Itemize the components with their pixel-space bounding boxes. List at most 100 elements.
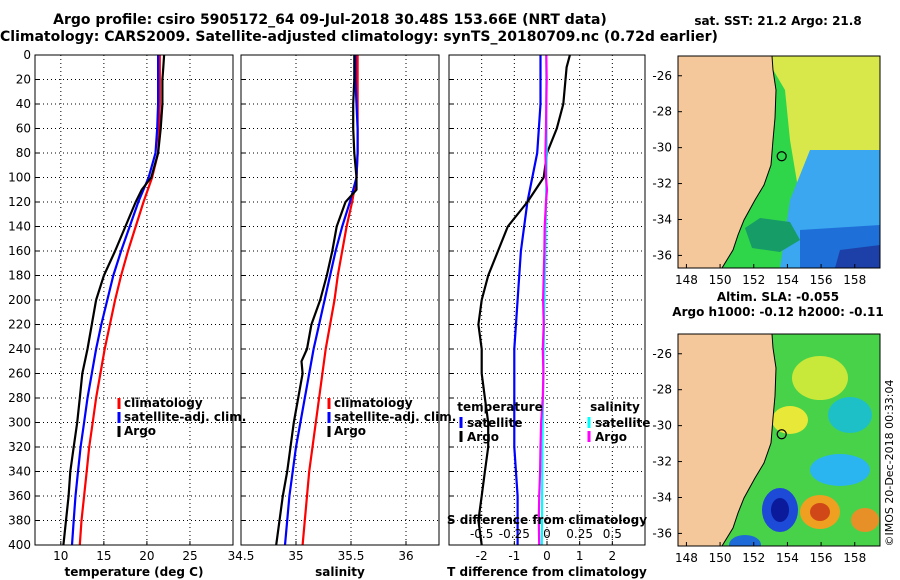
legend-label: climatology	[124, 396, 203, 410]
sst-map-coldest-region	[835, 245, 880, 268]
depth-tick-label: 60	[16, 122, 31, 136]
depth-tick-label: 0	[23, 48, 31, 62]
x-tick-label: -2	[476, 549, 488, 563]
depth-tick-label: 120	[8, 195, 31, 209]
x-tick-label: -1	[508, 549, 520, 563]
series-satellite-adj-clim-	[70, 55, 160, 546]
depth-tick-label: 160	[8, 244, 31, 258]
depth-tick-label: 320	[8, 440, 31, 454]
depth-tick-label: 340	[8, 465, 31, 479]
series-argo	[62, 54, 166, 546]
sla-map-axes: 148 150 152 154 156 158 -26 -28 -30 -32 -34 -36	[652, 333, 881, 565]
x-tick-label: 2	[609, 549, 617, 563]
sla-map-high-anomaly	[851, 508, 879, 532]
s-tick-label: 0.25	[566, 527, 593, 541]
legend-label: Argo	[467, 430, 499, 444]
argo-position-marker	[776, 429, 787, 440]
depth-tick-label: 300	[8, 416, 31, 430]
legend-label: climatology	[334, 396, 413, 410]
difference-profile-panel: -2 -1 0 1 2 T difference from climatology S di…	[447, 54, 650, 579]
sla-map-low-anomaly	[810, 454, 870, 486]
s-tick-label: -0.25	[499, 527, 530, 541]
sla-map-title-line2: Argo h1000: -0.12 h2000: -0.11	[672, 305, 884, 319]
map-y-tick-label: -26	[652, 69, 672, 83]
series-satellite-adj-clim-	[283, 55, 359, 546]
x-tick-label: 35.5	[338, 549, 365, 563]
map-x-tick-label: 152	[742, 273, 765, 287]
map-x-tick-label: 154	[776, 273, 799, 287]
plot-frame	[34, 54, 234, 546]
credit-text: ©IMOS 20-Dec-2018 00:33:04	[883, 380, 896, 547]
x-tick-label: 36	[398, 549, 413, 563]
legend-label: satellite	[467, 416, 522, 430]
sla-map-low-anomaly	[729, 535, 761, 546]
depth-tick-label: 100	[8, 171, 31, 185]
figure-title-line2: Climatology: CARS2009. Satellite-adjuste…	[0, 29, 718, 45]
map-x-tick-label: 150	[709, 273, 732, 287]
legend-label: Argo	[334, 424, 366, 438]
depth-tick-label: 220	[8, 318, 31, 332]
x-axis-label: T difference from climatology	[447, 565, 647, 579]
s-tick-label: 0	[543, 527, 551, 541]
map-y-tick-label: -36	[652, 526, 672, 540]
x-axis-label: temperature (deg C)	[65, 565, 204, 579]
x-tick-label: 10	[53, 549, 68, 563]
sst-map	[678, 56, 880, 268]
sla-map-high-anomaly	[792, 356, 848, 400]
depth-tick-label: 400	[8, 538, 31, 552]
map-y-tick-label: -34	[652, 490, 672, 504]
map-frame	[677, 333, 881, 547]
s-tick-label: 0.5	[603, 527, 622, 541]
series-argo	[275, 55, 358, 546]
map-y-tick-label: -32	[652, 455, 672, 469]
map-y-tick-label: -28	[652, 383, 672, 397]
depth-tick-label: 260	[8, 367, 31, 381]
depth-tick-label: 40	[16, 97, 31, 111]
depth-tick-label: 80	[16, 146, 31, 160]
depth-tick-label: 240	[8, 342, 31, 356]
map-x-tick-label: 156	[810, 551, 833, 565]
sla-map	[678, 334, 880, 546]
sst-map-land	[678, 56, 777, 268]
legend-label: satellite	[595, 416, 650, 430]
sla-map-low-anomaly-core	[771, 498, 789, 522]
x-tick-label: 15	[96, 549, 111, 563]
argo-position-marker	[776, 151, 787, 162]
s-difference-label: S difference from climatology	[447, 513, 647, 527]
x-tick-label: 34.5	[228, 549, 255, 563]
map-y-tick-label: -28	[652, 105, 672, 119]
map-y-tick-label: -34	[652, 212, 672, 226]
series-climatology	[78, 55, 161, 546]
legend-title: salinity	[590, 400, 640, 414]
sla-map-high-anomaly-core	[810, 503, 830, 521]
legend-label: Argo	[595, 430, 627, 444]
series-t-satellite	[513, 55, 542, 545]
depth-tick-label: 200	[8, 293, 31, 307]
x-tick-label: 35	[288, 549, 303, 563]
x-tick-label: 0	[543, 549, 551, 563]
sla-map-title-line1: Altim. SLA: -0.055	[716, 290, 840, 304]
legend-label: Argo	[124, 424, 156, 438]
sla-map-high-anomaly	[772, 406, 808, 434]
map-y-tick-label: -30	[652, 419, 672, 433]
map-x-tick-label: 148	[675, 551, 698, 565]
legend-label: satellite-adj. clim.	[334, 410, 456, 424]
legend-title: temperature	[457, 400, 542, 414]
map-x-tick-label: 156	[810, 273, 833, 287]
map-x-tick-label: 152	[742, 551, 765, 565]
map-x-tick-label: 158	[843, 551, 866, 565]
map-y-tick-label: -36	[652, 248, 672, 262]
map-y-tick-label: -26	[652, 347, 672, 361]
map-x-tick-label: 150	[709, 551, 732, 565]
sla-map-low-anomaly	[828, 397, 872, 433]
sla-map-land	[678, 334, 777, 546]
legend-label: satellite-adj. clim.	[124, 410, 246, 424]
depth-tick-label: 180	[8, 269, 31, 283]
x-tick-label: 25	[182, 549, 197, 563]
temperature-profile-panel: 10 15 20 25 temperature (deg C) 0 20 40 60 80 100 1…	[8, 48, 246, 579]
sst-map-title: sat. SST: 21.2 Argo: 21.8	[694, 14, 862, 28]
map-x-tick-label: 148	[675, 273, 698, 287]
salinity-profile-panel: 34.5 35 35.5 36 salinity climatologysatellite…	[228, 54, 456, 579]
sst-map-eddy	[745, 218, 800, 252]
map-x-tick-label: 158	[843, 273, 866, 287]
